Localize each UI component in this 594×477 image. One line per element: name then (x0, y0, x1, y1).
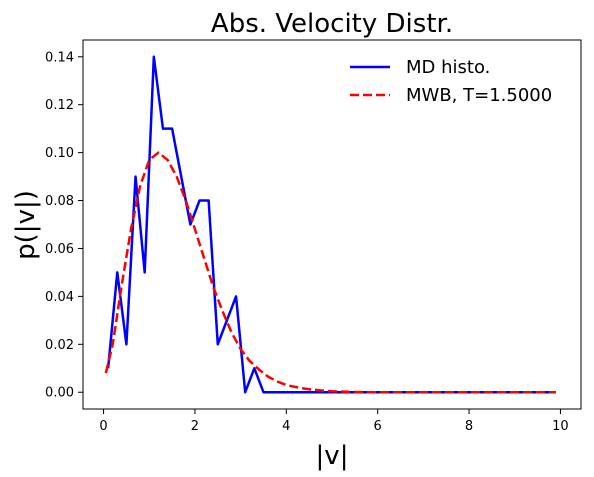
x-tick-label: 8 (465, 419, 473, 434)
series-line-1 (106, 55, 556, 394)
axis-ticks: 0 2 4 6 8 10 0.00 0.02 0.04 0.06 0.08 0.10 0.12 0.14 (45, 50, 569, 434)
x-tick-label: 6 (374, 419, 382, 434)
y-tick-label: 0.10 (45, 146, 74, 161)
series-line-2 (104, 151, 556, 394)
y-axis-label: p(|v|) (11, 190, 41, 260)
x-tick-label: 0 (99, 419, 107, 434)
y-tick-label: 0.06 (45, 242, 74, 257)
y-tick-label: 0.08 (45, 194, 74, 209)
x-tick-label: 4 (282, 419, 290, 434)
x-tick-label: 2 (191, 419, 199, 434)
series-layer (104, 55, 556, 394)
chart-title: Abs. Velocity Distr. (211, 9, 453, 39)
legend-label: MD histo. (406, 57, 490, 78)
x-tick-label: 10 (552, 419, 569, 434)
plot-area (82, 39, 582, 410)
legend: MD histo. MWB, T=1.5000 (350, 57, 552, 106)
x-axis-label: |v| (316, 441, 349, 471)
y-tick-label: 0.04 (45, 290, 74, 305)
y-tick-label: 0.02 (45, 338, 74, 353)
y-tick-label: 0.12 (45, 98, 74, 113)
legend-label: MWB, T=1.5000 (406, 85, 552, 106)
y-tick-label: 0.14 (45, 50, 74, 65)
y-tick-label: 0.00 (45, 386, 74, 401)
